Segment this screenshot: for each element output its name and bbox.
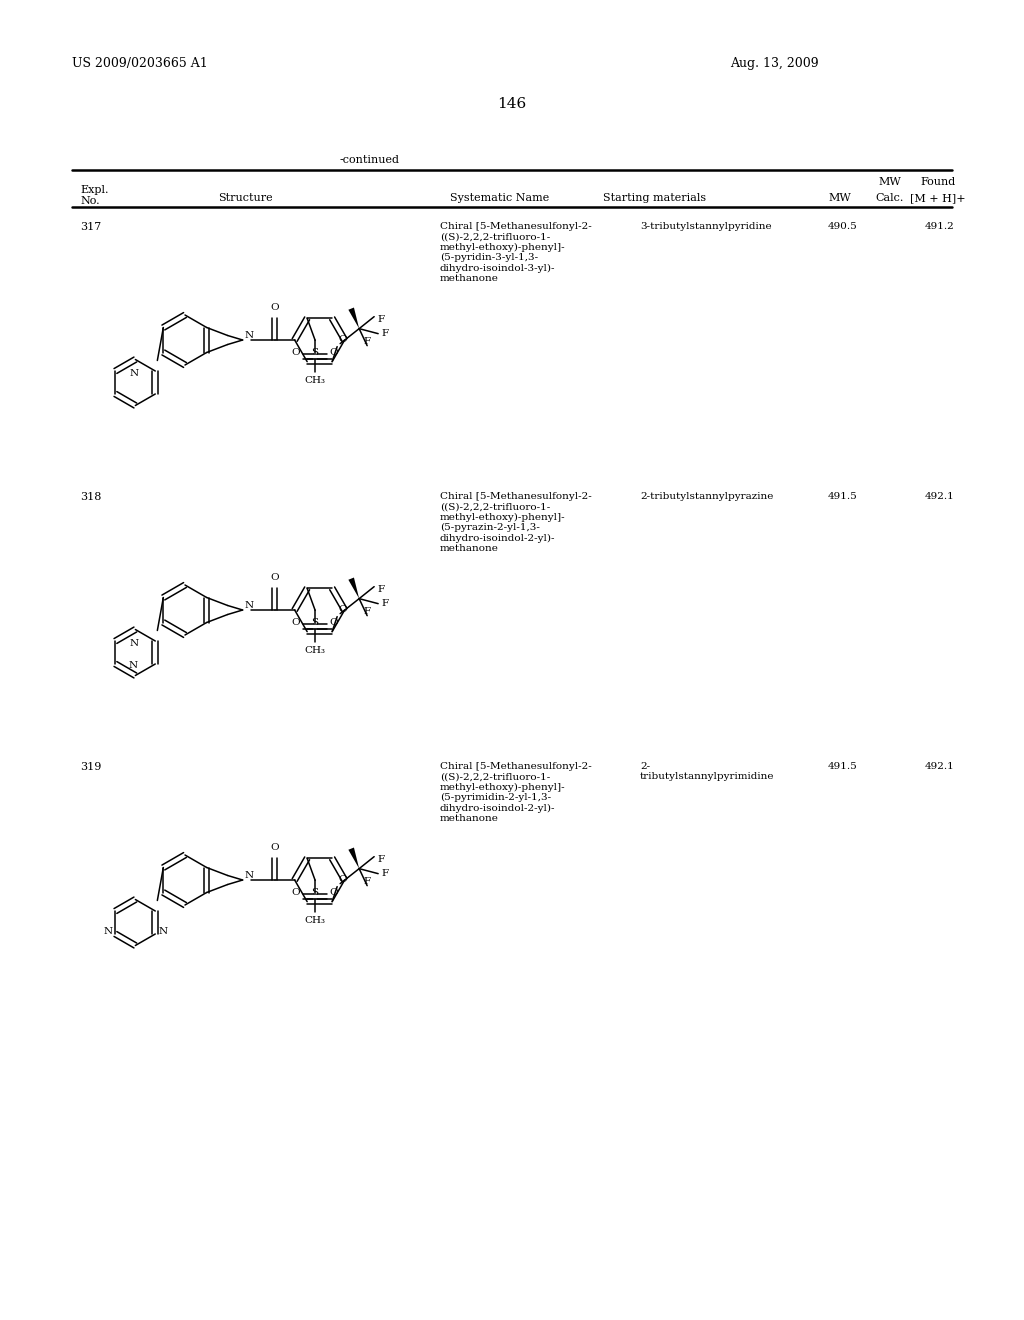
Text: 492.1: 492.1 bbox=[925, 762, 954, 771]
Text: N: N bbox=[245, 331, 254, 341]
Text: F: F bbox=[377, 855, 384, 865]
Text: MW: MW bbox=[828, 193, 851, 203]
Text: 491.2: 491.2 bbox=[925, 222, 954, 231]
Text: [M + H]+: [M + H]+ bbox=[910, 193, 966, 203]
Text: CH₃: CH₃ bbox=[305, 916, 326, 925]
Text: No.: No. bbox=[80, 195, 99, 206]
Text: 491.5: 491.5 bbox=[828, 762, 858, 771]
Polygon shape bbox=[348, 847, 359, 869]
Text: O: O bbox=[270, 843, 279, 851]
Text: F: F bbox=[364, 337, 371, 346]
Polygon shape bbox=[348, 308, 359, 329]
Text: O: O bbox=[330, 348, 339, 356]
Text: O: O bbox=[338, 875, 347, 883]
Text: MW: MW bbox=[879, 177, 901, 187]
Text: O: O bbox=[330, 888, 339, 896]
Text: CH₃: CH₃ bbox=[305, 647, 326, 655]
Text: Expl.: Expl. bbox=[80, 185, 109, 195]
Text: O: O bbox=[338, 605, 347, 614]
Text: 318: 318 bbox=[80, 492, 101, 502]
Text: 319: 319 bbox=[80, 762, 101, 772]
Text: S: S bbox=[311, 888, 318, 896]
Text: N: N bbox=[130, 639, 139, 648]
Text: F: F bbox=[377, 585, 384, 594]
Text: CH₃: CH₃ bbox=[305, 376, 326, 385]
Text: S: S bbox=[311, 618, 318, 627]
Text: 490.5: 490.5 bbox=[828, 222, 858, 231]
Text: F: F bbox=[364, 876, 371, 886]
Text: F: F bbox=[377, 315, 384, 325]
Text: N: N bbox=[159, 928, 167, 936]
Text: F: F bbox=[381, 869, 388, 878]
Text: O: O bbox=[338, 335, 347, 343]
Text: N: N bbox=[103, 928, 113, 936]
Text: Found: Found bbox=[921, 177, 955, 187]
Text: Structure: Structure bbox=[218, 193, 272, 203]
Text: O: O bbox=[270, 304, 279, 312]
Text: N: N bbox=[129, 660, 138, 669]
Text: S: S bbox=[311, 348, 318, 356]
Text: 492.1: 492.1 bbox=[925, 492, 954, 502]
Text: O: O bbox=[292, 348, 300, 356]
Text: 146: 146 bbox=[498, 96, 526, 111]
Text: Aug. 13, 2009: Aug. 13, 2009 bbox=[730, 57, 818, 70]
Text: O: O bbox=[292, 618, 300, 627]
Text: Calc.: Calc. bbox=[876, 193, 904, 203]
Text: Chiral [5-Methanesulfonyl-2-
((S)-2,2,2-trifluoro-1-
methyl-ethoxy)-phenyl]-
(5-: Chiral [5-Methanesulfonyl-2- ((S)-2,2,2-… bbox=[440, 222, 592, 284]
Text: O: O bbox=[292, 888, 300, 896]
Text: F: F bbox=[381, 329, 388, 338]
Text: 2-tributylstannylpyrazine: 2-tributylstannylpyrazine bbox=[640, 492, 773, 502]
Text: O: O bbox=[330, 618, 339, 627]
Text: -continued: -continued bbox=[340, 154, 400, 165]
Text: Chiral [5-Methanesulfonyl-2-
((S)-2,2,2-trifluoro-1-
methyl-ethoxy)-phenyl]-
(5-: Chiral [5-Methanesulfonyl-2- ((S)-2,2,2-… bbox=[440, 762, 592, 824]
Text: F: F bbox=[364, 607, 371, 615]
Text: 491.5: 491.5 bbox=[828, 492, 858, 502]
Text: Starting materials: Starting materials bbox=[603, 193, 707, 203]
Text: US 2009/0203665 A1: US 2009/0203665 A1 bbox=[72, 57, 208, 70]
Text: N: N bbox=[130, 370, 139, 379]
Text: Chiral [5-Methanesulfonyl-2-
((S)-2,2,2-trifluoro-1-
methyl-ethoxy)-phenyl]-
(5-: Chiral [5-Methanesulfonyl-2- ((S)-2,2,2-… bbox=[440, 492, 592, 553]
Polygon shape bbox=[348, 578, 359, 599]
Text: 317: 317 bbox=[80, 222, 101, 232]
Text: 3-tributylstannylpyridine: 3-tributylstannylpyridine bbox=[640, 222, 772, 231]
Text: F: F bbox=[381, 599, 388, 609]
Text: N: N bbox=[245, 871, 254, 880]
Text: Systematic Name: Systematic Name bbox=[451, 193, 550, 203]
Text: O: O bbox=[270, 573, 279, 582]
Text: 2-
tributylstannylpyrimidine: 2- tributylstannylpyrimidine bbox=[640, 762, 774, 781]
Text: N: N bbox=[245, 602, 254, 610]
